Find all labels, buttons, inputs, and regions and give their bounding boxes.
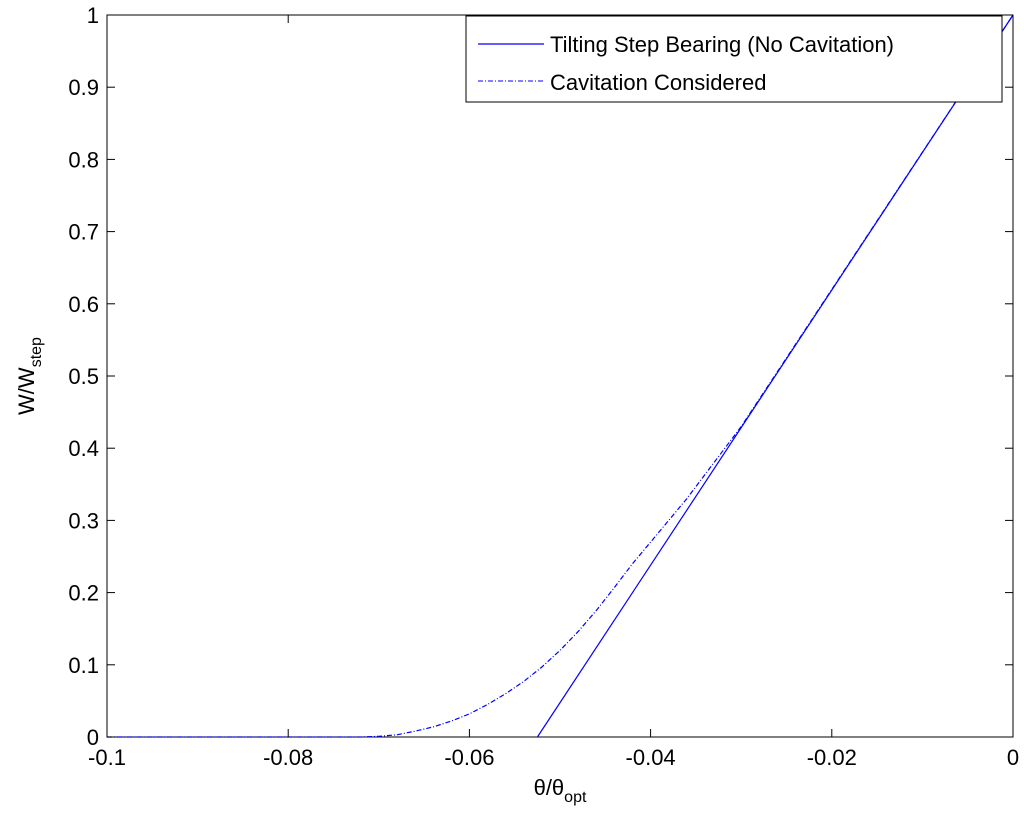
y-tick-label: 0.1	[68, 653, 99, 678]
series-layer	[107, 14, 1014, 738]
legend-box	[465, 15, 1003, 103]
y-tick-label: 0.8	[68, 147, 99, 172]
x-tick-label: -0.1	[88, 745, 126, 770]
y-tick-label: 1	[87, 3, 99, 28]
ticks-layer: -0.1 -0.08 -0.06 -0.04 -0.02 0 0 0.1 0.2 0.3 0.4 0.…	[68, 3, 1019, 770]
y-axis-label: W/Wstep	[14, 337, 45, 415]
y-tick-label: 0.2	[68, 581, 99, 606]
x-axis-label-sub: opt	[564, 789, 587, 806]
y-tick-label: 0.7	[68, 220, 99, 245]
x-axis-label-main: θ/θ	[534, 775, 565, 800]
y-tick-label: 0	[87, 725, 99, 750]
y-tick-label: 0.5	[68, 364, 99, 389]
y-axis-label-main: W/W	[14, 367, 39, 415]
series-line-2	[107, 14, 1014, 738]
y-tick-label: 0.9	[68, 75, 99, 100]
legend-label-no-cavitation: Tilting Step Bearing (No Cavitation)	[550, 32, 894, 57]
legend-label-cavitation: Cavitation Considered	[550, 70, 766, 95]
y-tick-label: 0.6	[68, 292, 99, 317]
x-tick-label: -0.06	[444, 745, 494, 770]
x-tick-label: 0	[1007, 745, 1019, 770]
x-tick-label: -0.08	[263, 745, 313, 770]
y-axis-label-sub: step	[28, 337, 45, 367]
y-tick-label: 0.3	[68, 508, 99, 533]
x-tick-label: -0.04	[626, 745, 676, 770]
plot-area: -0.1 -0.08 -0.06 -0.04 -0.02 0 0 0.1 0.2 0.3 0.4 0.…	[68, 3, 1019, 770]
x-axis-label: θ/θopt	[534, 775, 587, 806]
x-tick-label: -0.02	[807, 745, 857, 770]
axes-box	[106, 14, 1014, 738]
y-tick-label: 0.4	[68, 436, 99, 461]
legend: Tilting Step Bearing (No Cavitation) Cav…	[465, 15, 1003, 103]
